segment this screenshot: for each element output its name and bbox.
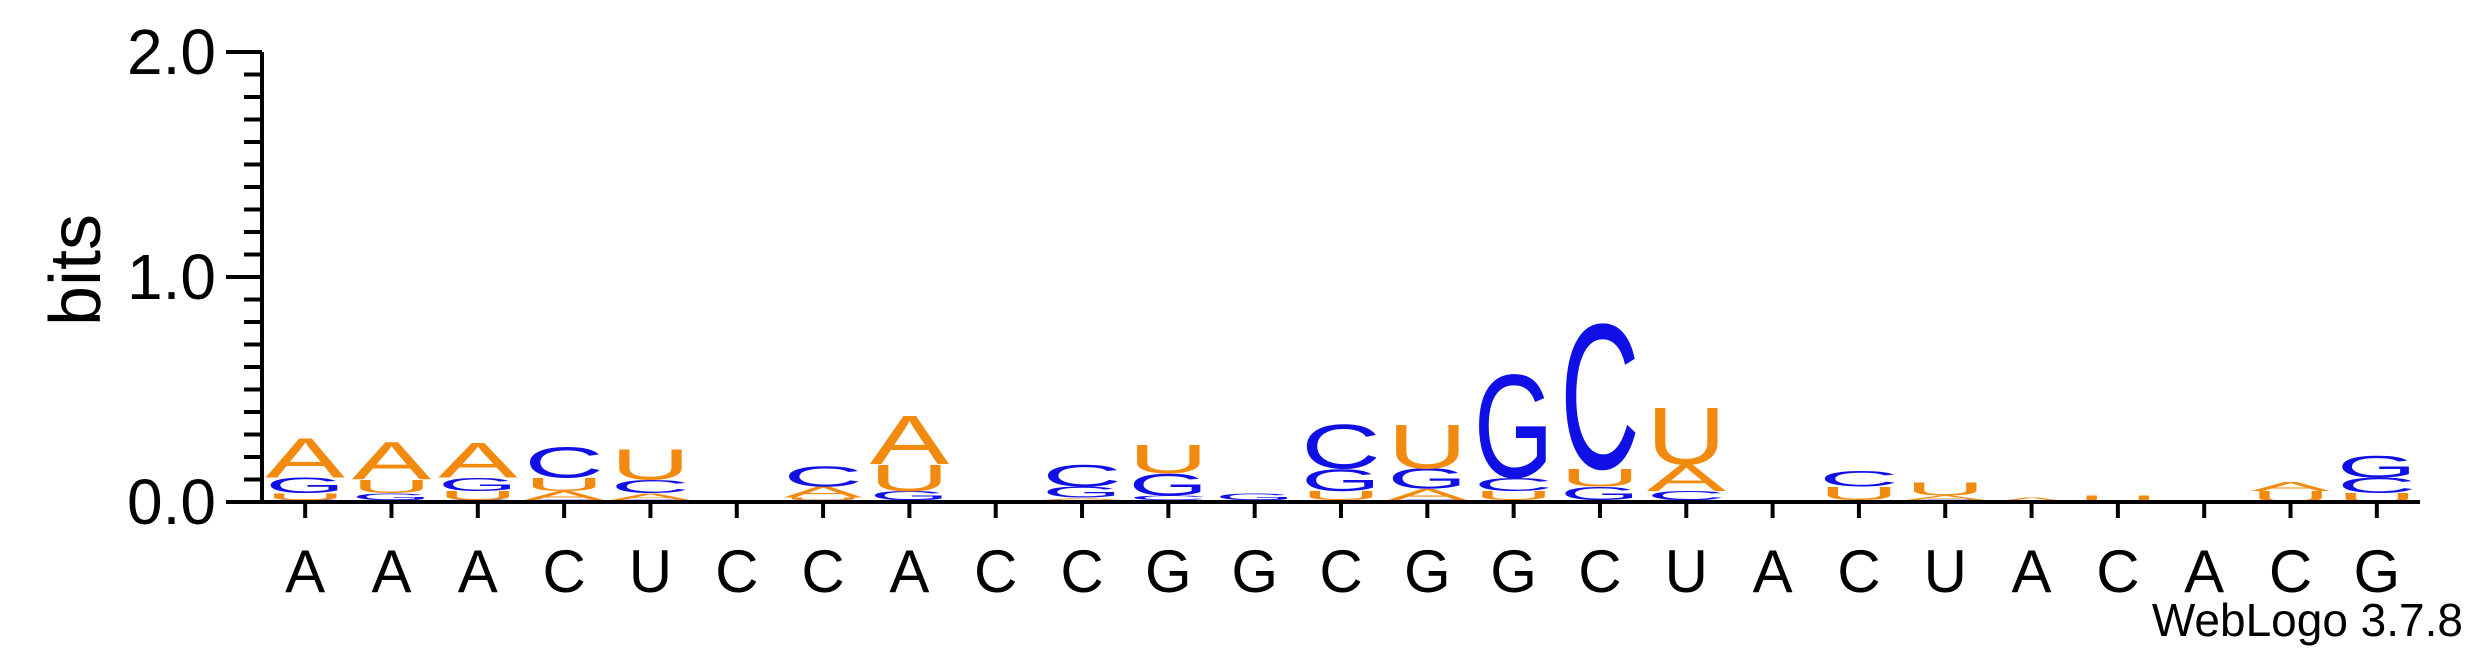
logo-letter-G: G xyxy=(2337,449,2416,484)
x-tick-label: C xyxy=(1319,538,1362,605)
logo-letter-C: C xyxy=(1474,474,1553,495)
logo-letter-C: C xyxy=(524,437,603,486)
x-tick-label: C xyxy=(801,538,844,605)
logo-letter-U: U xyxy=(1906,478,1985,499)
logo-letter-G: G xyxy=(352,491,431,502)
logo-letter-U: U xyxy=(611,440,690,489)
x-tick-label: C xyxy=(2096,538,2139,605)
logo-letter-U: U xyxy=(352,476,431,497)
weblogo-version: WebLogo 3.7.8 xyxy=(2151,594,2463,646)
logo-letter-C: C xyxy=(1129,494,1208,501)
logo-letter-A: A xyxy=(524,488,604,502)
x-tick-label: C xyxy=(1578,538,1621,605)
logo-letter-A: A xyxy=(1042,497,1121,501)
logo-letter-U: U xyxy=(524,474,603,495)
x-tick-label: C xyxy=(974,538,1017,605)
logo-letters: CUGACGUACUGAGAUCGACUGUACCGUAUAGCACGUCGAU… xyxy=(265,282,2416,513)
logo-letter-G: G xyxy=(870,489,949,503)
logo-letter-C: C xyxy=(1819,466,1898,491)
logo-letter-A: A xyxy=(1388,486,1468,504)
logo-letter-U: U xyxy=(783,497,862,500)
y-axis-label: bits xyxy=(36,214,116,326)
logo-letter-C: C xyxy=(1301,411,1380,481)
logo-letter-A: A xyxy=(783,483,863,501)
x-tick-label: U xyxy=(629,538,672,605)
x-tick-label: C xyxy=(542,538,585,605)
logo-letter-U: U xyxy=(1560,464,1639,492)
logo-letter-G: G xyxy=(1129,467,1208,502)
logo-letter-U: U xyxy=(1301,488,1380,502)
logo-letter-C: C xyxy=(2337,473,2416,498)
x-tick-label: A xyxy=(889,538,929,605)
logo-letter-C: C xyxy=(611,476,690,497)
x-tick-label: A xyxy=(458,538,498,605)
logo-letter-G: G xyxy=(1301,463,1380,498)
logo-letter-G: G xyxy=(1042,484,1121,501)
logo-letter-U: U xyxy=(1474,488,1553,502)
x-tick-label: U xyxy=(1924,538,1967,605)
x-tick-label: A xyxy=(371,538,411,605)
logo-letter-A: A xyxy=(1992,496,2072,503)
logo-letter-G: G xyxy=(438,474,517,495)
y-tick-label: 2.0 xyxy=(127,16,216,88)
y-axis: 0.0 1.0 2.0 xyxy=(127,16,264,538)
logo-letter-A: A xyxy=(1906,494,1986,501)
x-tick-label: G xyxy=(2354,538,2401,605)
logo-letter-U: U xyxy=(870,457,949,499)
logo-letter-A: A xyxy=(265,426,344,489)
logo-letter-G: G xyxy=(1388,463,1467,495)
logo-letter-A: A xyxy=(2251,479,2331,493)
x-tick-label: G xyxy=(1404,538,1451,605)
logo-letter-A: A xyxy=(1647,457,1727,499)
x-tick-label: C xyxy=(1837,538,1880,605)
logo-letter-G: G xyxy=(1560,483,1639,504)
logo-letter-C: C xyxy=(1042,458,1121,493)
x-tick-label: C xyxy=(715,538,758,605)
logo-letter-G: G xyxy=(265,473,344,498)
x-tick-label: A xyxy=(1753,538,1793,605)
logo-letter-A: A xyxy=(611,491,691,501)
x-tick-label: A xyxy=(285,538,325,605)
logo-letter-G: G xyxy=(1474,343,1553,508)
x-tick-label: C xyxy=(1060,538,1103,605)
x-tick-label: G xyxy=(1145,538,1192,605)
logo-letter-U: U xyxy=(1819,483,1898,504)
logo-letter-U: U xyxy=(2078,493,2157,504)
logo-letter-U: U xyxy=(438,488,517,502)
logo-letter-U: U xyxy=(1388,411,1467,481)
y-tick-label: 0.0 xyxy=(127,466,216,538)
x-tick-label: G xyxy=(1490,538,1537,605)
x-tick-label: G xyxy=(1231,538,1278,605)
x-tick-label: A xyxy=(2012,538,2052,605)
y-tick-label: 1.0 xyxy=(127,241,216,313)
logo-letter-U: U xyxy=(265,491,344,502)
logo-letter-U: U xyxy=(1647,390,1726,482)
x-tick-label: U xyxy=(1665,538,1708,605)
logo-letter-U: U xyxy=(1129,436,1208,482)
logo-letter-G: G xyxy=(1215,491,1294,502)
logo-letter-C: C xyxy=(1560,282,1639,513)
logo-letter-C: C xyxy=(783,461,862,493)
logo-letter-A: A xyxy=(438,432,517,488)
logo-letter-C: C xyxy=(1647,488,1726,502)
x-tick-label: C xyxy=(2269,538,2312,605)
logo-letter-A: A xyxy=(352,431,432,491)
logo-letter-A: A xyxy=(870,401,949,478)
x-tick-label: A xyxy=(2184,538,2224,605)
